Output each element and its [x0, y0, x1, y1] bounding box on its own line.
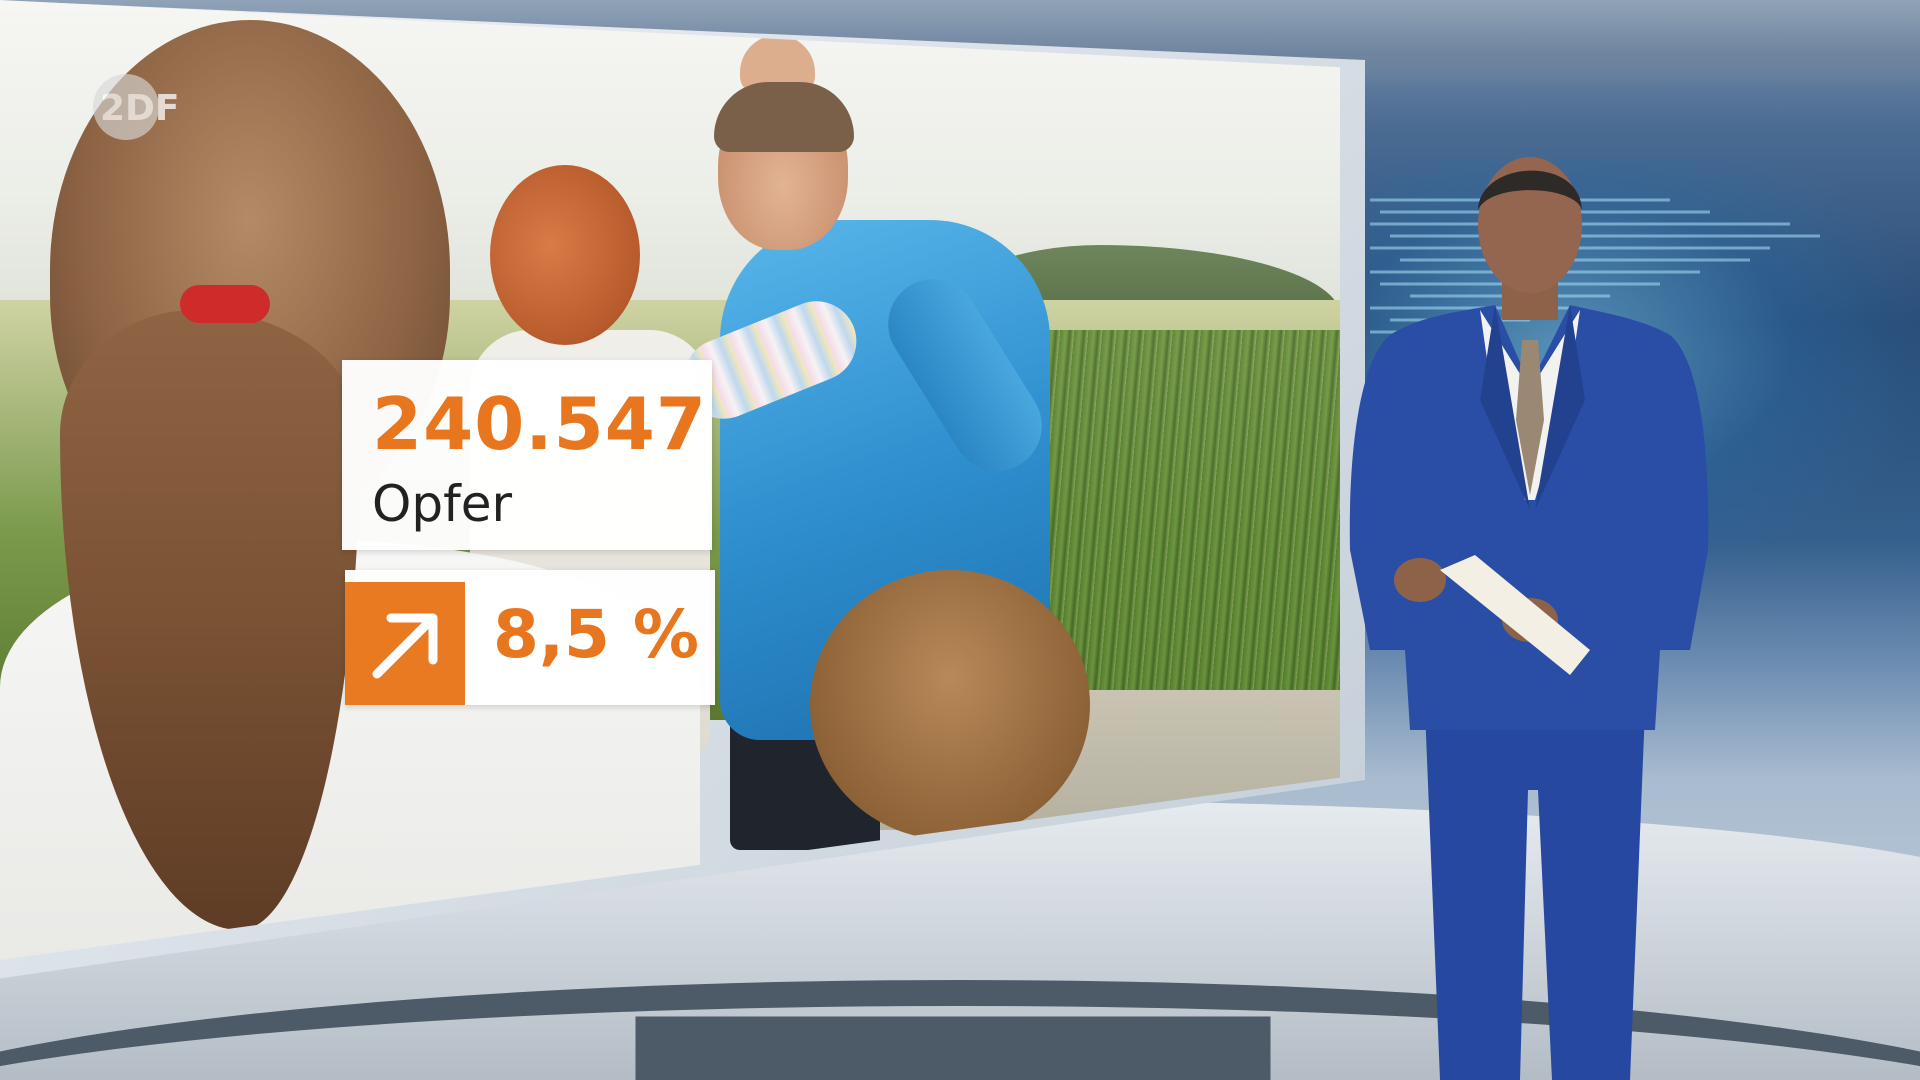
- victims-count-label: Opfer: [372, 475, 513, 533]
- woman-head: [490, 165, 640, 345]
- man-hair: [714, 82, 854, 152]
- news-presenter: [1349, 157, 1709, 1080]
- girl-hair-tie: [180, 285, 270, 323]
- channel-logo-text: 2DF: [100, 88, 180, 129]
- increase-percent-value: 8,5 %: [493, 596, 700, 673]
- presenter-trousers: [1425, 710, 1645, 1080]
- increase-card: 8,5 %: [345, 570, 715, 705]
- increase-arrow-box: [345, 582, 465, 705]
- zdf-logo-icon: 2DF: [93, 74, 180, 140]
- presenter-paper-roll: [1440, 555, 1590, 675]
- presenter-hair: [1478, 170, 1582, 210]
- victims-count-value: 240.547: [372, 382, 707, 466]
- boy-head: [810, 570, 1090, 840]
- presenter-tie: [1516, 340, 1544, 495]
- presenter-jacket: [1349, 305, 1709, 730]
- victims-count-card: 240.547 Opfer: [342, 360, 712, 550]
- arrow-up-right-icon: [372, 613, 438, 679]
